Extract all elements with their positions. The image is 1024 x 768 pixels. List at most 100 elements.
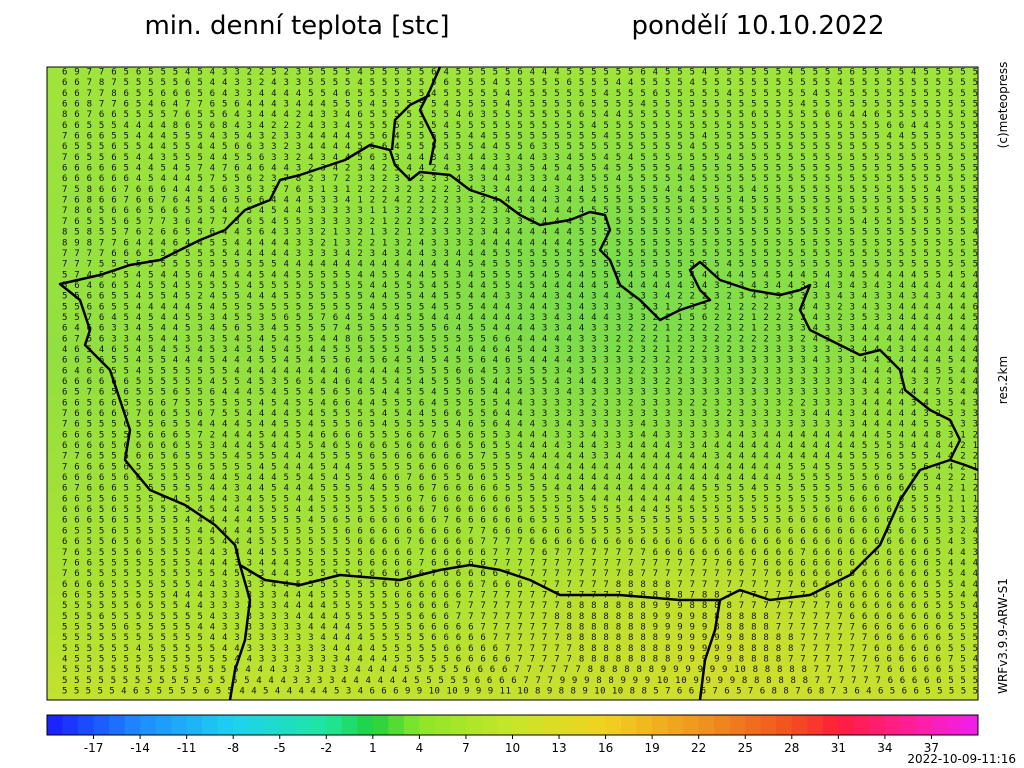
colorbar-segment xyxy=(465,715,482,735)
colorbar-segment xyxy=(279,715,296,735)
colorbar-segment xyxy=(745,715,762,735)
colorbar-segment xyxy=(93,715,110,735)
grid-row: 7 6 5 5 5 5 6 5 5 5 5 4 4 3 4 4 4 5 5 5 … xyxy=(62,548,978,558)
colorbar-segment xyxy=(621,715,638,735)
grid-row: 6 5 5 5 6 5 5 4 4 5 5 4 4 5 6 6 3 3 2 3 … xyxy=(62,142,978,152)
grid-row: 5 5 5 5 5 6 5 5 5 5 5 4 4 3 3 3 3 3 3 3 … xyxy=(62,622,978,632)
grid-row: 6 4 6 6 5 5 4 5 5 5 5 5 5 5 4 4 4 4 4 4 … xyxy=(62,366,978,376)
colorbar-segment xyxy=(869,715,886,735)
copyright: (c)meteopress xyxy=(996,62,1010,149)
grid-row: 5 5 6 6 5 5 4 4 4 4 4 5 4 5 5 5 5 5 5 5 … xyxy=(62,302,978,312)
colorbar-tick-label: -17 xyxy=(84,741,104,755)
colorbar-tick-label: 7 xyxy=(462,741,470,755)
colorbar-segment xyxy=(683,715,700,735)
colorbar-tick-label: 34 xyxy=(877,741,892,755)
colorbar-segment xyxy=(419,715,436,735)
grid-row: 8 6 7 6 6 5 5 5 5 7 6 5 5 6 4 3 4 4 4 2 … xyxy=(62,110,978,120)
colorbar-segment xyxy=(295,715,312,735)
title: min. denní teplota [stc] xyxy=(144,11,449,41)
grid-row: 6 6 6 6 6 6 5 5 5 5 5 5 4 5 5 4 5 3 5 6 … xyxy=(62,377,978,387)
colorbar-tick-label: 4 xyxy=(416,741,424,755)
colorbar-segment xyxy=(248,715,265,735)
colorbar-segment xyxy=(636,715,653,735)
colorbar-segment xyxy=(109,715,126,735)
colorbar-segment xyxy=(791,715,808,735)
grid-row: 7 8 6 5 6 6 6 5 6 6 5 5 5 4 4 3 4 5 4 4 … xyxy=(62,206,978,216)
country-border xyxy=(58,143,962,602)
model-name: WRFv3.9.9-ARW-S1 xyxy=(996,578,1010,694)
timestamp: 2022-10-09-11:16 xyxy=(907,752,1016,766)
colorbar-segment xyxy=(884,715,901,735)
grid-row: 6 6 7 8 7 5 5 5 5 5 6 5 4 4 3 3 2 4 3 3 … xyxy=(62,78,978,88)
colorbar-segment xyxy=(78,715,95,735)
colorbar-segment xyxy=(714,715,731,735)
colorbar-segment xyxy=(838,715,855,735)
grid-row: 5 5 5 5 5 4 6 5 5 5 5 5 6 5 5 4 4 5 4 4 … xyxy=(62,687,978,697)
grid-row: 6 6 6 5 6 5 5 5 5 5 5 4 5 4 4 4 5 5 5 4 … xyxy=(62,505,978,515)
colorbar-segment xyxy=(900,715,917,735)
grid-row: 5 5 5 5 5 5 6 5 5 5 4 4 3 3 3 3 3 3 4 4 … xyxy=(62,601,978,611)
border-line xyxy=(949,458,978,472)
colorbar-segment xyxy=(372,715,389,735)
side-labels: (c)meteopress res.2km WRFv3.9.9-ARW-S1 xyxy=(996,62,1010,694)
colorbar-segment xyxy=(326,715,343,735)
grid-row: 6 6 5 5 6 5 5 5 5 4 5 5 4 4 3 4 5 5 5 4 … xyxy=(62,494,978,504)
colorbar-tick-label: -5 xyxy=(274,741,286,755)
colorbar-segment xyxy=(822,715,839,735)
colorbar-segment xyxy=(931,715,948,735)
grid-row: 7 6 5 5 5 6 5 5 6 5 5 4 4 4 4 5 4 4 5 5 … xyxy=(62,420,978,430)
grid-row: 6 6 6 6 5 5 5 5 5 5 5 4 4 3 3 3 3 4 4 5 … xyxy=(62,580,978,590)
colorbar-segment xyxy=(652,715,669,735)
colorbar-segment xyxy=(140,715,157,735)
colorbar-segment xyxy=(450,715,467,735)
value-grid: 6 9 7 7 6 5 6 5 5 5 4 5 4 3 3 2 2 5 2 3 … xyxy=(62,68,978,697)
grid-row: 6 6 8 7 7 6 5 4 6 4 7 7 6 5 6 4 4 4 3 4 … xyxy=(62,100,978,110)
grid-row: 5 6 4 6 6 5 4 5 5 4 5 5 5 5 5 4 5 5 5 5 … xyxy=(62,281,978,291)
grid-row: 5 5 5 5 5 5 5 5 5 5 5 5 4 4 3 3 3 3 3 3 … xyxy=(62,633,978,643)
colorbar-tick-label: 22 xyxy=(691,741,706,755)
colorbar-segment xyxy=(807,715,824,735)
colorbar-segment xyxy=(962,715,979,735)
grid-row: 6 6 5 6 6 5 5 6 6 7 5 5 5 5 5 5 4 5 4 5 … xyxy=(62,398,978,408)
colorbar-tick-label: 16 xyxy=(598,741,613,755)
colorbar-tick-label: 1 xyxy=(369,741,377,755)
colorbar-segment xyxy=(559,715,576,735)
colorbar: -17 -14 -11 -8 -5 -2 1 4 7 10 13 16 19 22 25 28 31 34 37 xyxy=(46,714,979,755)
grid-row: 7 6 5 5 5 6 5 7 7 3 6 4 7 7 3 6 5 4 5 5 … xyxy=(62,217,978,227)
colorbar-tick-label: 28 xyxy=(784,741,799,755)
grid-row: 5 5 5 5 5 5 5 5 5 5 5 5 5 5 5 5 4 4 4 3 … xyxy=(62,676,978,686)
colorbar-segment xyxy=(543,715,560,735)
grid-row: 7 6 6 6 5 5 4 4 4 5 5 5 4 3 5 4 3 2 3 3 … xyxy=(62,132,978,142)
colorbar-segment xyxy=(729,715,746,735)
grid-row: 7 6 5 5 5 5 5 5 5 5 5 5 5 4 5 3 3 4 4 5 … xyxy=(62,569,978,579)
colorbar-segment xyxy=(403,715,420,735)
grid-row: 8 5 8 5 5 7 6 2 6 6 5 5 6 4 4 5 6 4 3 3 … xyxy=(62,228,978,238)
colorbar-segment xyxy=(574,715,591,735)
colorbar-segment xyxy=(186,715,203,735)
colorbar-segment xyxy=(171,715,188,735)
colorbar-segment xyxy=(62,715,79,735)
border-line xyxy=(418,67,442,166)
colorbar-segment xyxy=(124,715,141,735)
colorbar-segment xyxy=(853,715,870,735)
border-line xyxy=(698,599,722,700)
colorbar-tick-label: -14 xyxy=(130,741,150,755)
map-area: 6 9 7 7 6 5 6 5 5 5 4 5 4 3 3 2 2 5 2 3 … xyxy=(47,67,978,700)
grid-row: 6 6 5 5 6 5 6 5 5 5 5 5 5 4 4 4 5 5 5 5 … xyxy=(62,537,978,547)
resolution: res.2km xyxy=(996,356,1010,404)
colorbar-segment xyxy=(233,715,250,735)
grid-row: 8 9 8 7 7 6 4 4 4 6 4 4 5 5 4 4 4 4 4 3 … xyxy=(62,238,978,248)
border-line xyxy=(390,93,431,151)
grid-row: 6 6 5 5 5 5 5 5 5 4 4 4 3 3 3 3 3 3 4 4 … xyxy=(62,590,978,600)
grid-row: 6 9 7 7 6 5 6 5 5 5 4 5 4 3 3 2 2 5 2 3 … xyxy=(62,68,978,78)
grid-row: 5 5 5 5 5 5 5 5 5 5 5 5 5 5 5 4 4 4 3 3 … xyxy=(62,665,978,675)
grid-row: 5 7 4 5 5 5 4 5 4 4 5 6 4 5 4 4 5 4 4 5 … xyxy=(62,270,978,280)
colorbar-tick-label: 10 xyxy=(505,741,520,755)
grid-row: 7 7 7 5 5 5 5 5 5 5 5 5 5 5 5 5 5 5 4 4 … xyxy=(62,260,978,270)
grid-row: 6 6 6 6 5 6 6 5 5 5 5 5 4 4 5 4 4 4 5 5 … xyxy=(62,473,978,483)
map-shade xyxy=(47,67,978,700)
colorbar-tick-label: 31 xyxy=(831,741,846,755)
grid-row: 7 5 8 6 6 7 6 6 6 4 4 4 5 6 3 5 3 3 7 6 … xyxy=(62,185,978,195)
colorbar-segment xyxy=(667,715,684,735)
